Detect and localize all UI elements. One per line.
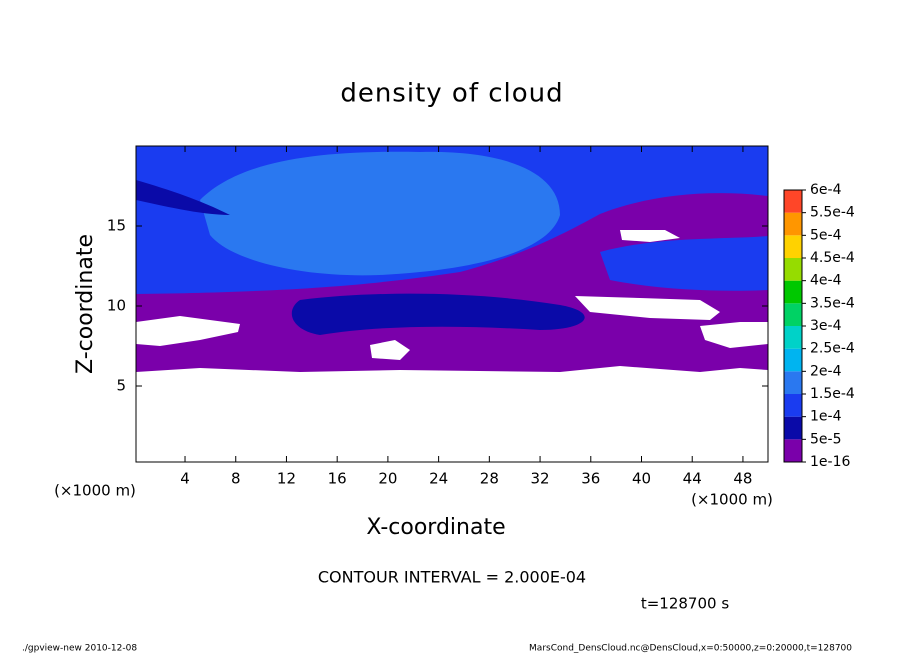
y-axis-label: Z-coordinate [73,234,98,374]
x-tick-label: 40 [632,470,651,488]
x-tick-label: 36 [581,470,600,488]
colorbar-label: 4e-4 [810,273,842,289]
colorbar-band [784,326,802,349]
x-tick-label: 12 [277,470,296,488]
footer-left: ./gpview-new 2010-12-08 [22,644,137,654]
colorbar-label: 2.5e-4 [810,341,855,357]
y-tick-label: 5 [116,377,126,395]
chart-title: density of cloud [340,79,563,109]
plot-frame [135,145,769,463]
colorbar-band [784,258,802,281]
footer-right: MarsCond_DensCloud.nc@DensCloud,x=0:5000… [529,644,852,654]
colorbar-label: 1.5e-4 [810,386,855,402]
colorbar-band [784,303,802,326]
colorbar-label: 6e-4 [810,182,842,198]
y-tick-label: 10 [107,297,126,315]
colorbar-band [784,394,802,417]
colorbar-label: 5e-4 [810,227,842,243]
x-tick-label: 16 [328,470,347,488]
colorbar-band [784,190,802,213]
colorbar-band [784,416,802,440]
colorbar-label: 5e-5 [810,431,841,447]
time-label: t=128700 s [641,595,729,613]
colorbar-band [784,348,802,372]
colorbar-band [784,235,802,258]
colorbar-label: 3e-4 [810,318,842,334]
colorbar-band [784,439,802,462]
x-tick-label: 20 [378,470,397,488]
x-tick-label: 28 [480,470,499,488]
colorbar-label: 3.5e-4 [810,295,855,311]
x-unit-label: (×1000 m) [691,491,773,509]
colorbar-label: 5.5e-4 [810,205,855,221]
x-tick-label: 8 [231,470,241,488]
colorbar-label: 4.5e-4 [810,250,855,266]
x-tick-label: 44 [683,470,702,488]
x-tick-label: 32 [531,470,550,488]
contour-interval: CONTOUR INTERVAL = 2.000E-04 [318,568,586,587]
x-tick-label: 48 [733,470,752,488]
x-tick-label: 4 [180,470,190,488]
x-axis-label: X-coordinate [366,515,505,540]
colorbar-band [784,212,802,236]
contour-field [136,146,768,462]
y-tick-label: 15 [107,217,126,235]
colorbar-band [784,371,802,394]
colorbar-label: 1e-16 [810,454,850,470]
colorbar-label: 1e-4 [810,409,842,425]
y-unit-label: (×1000 m) [54,482,136,500]
colorbar-label: 2e-4 [810,363,842,379]
x-tick-label: 24 [429,470,448,488]
colorbar-band [784,280,802,304]
